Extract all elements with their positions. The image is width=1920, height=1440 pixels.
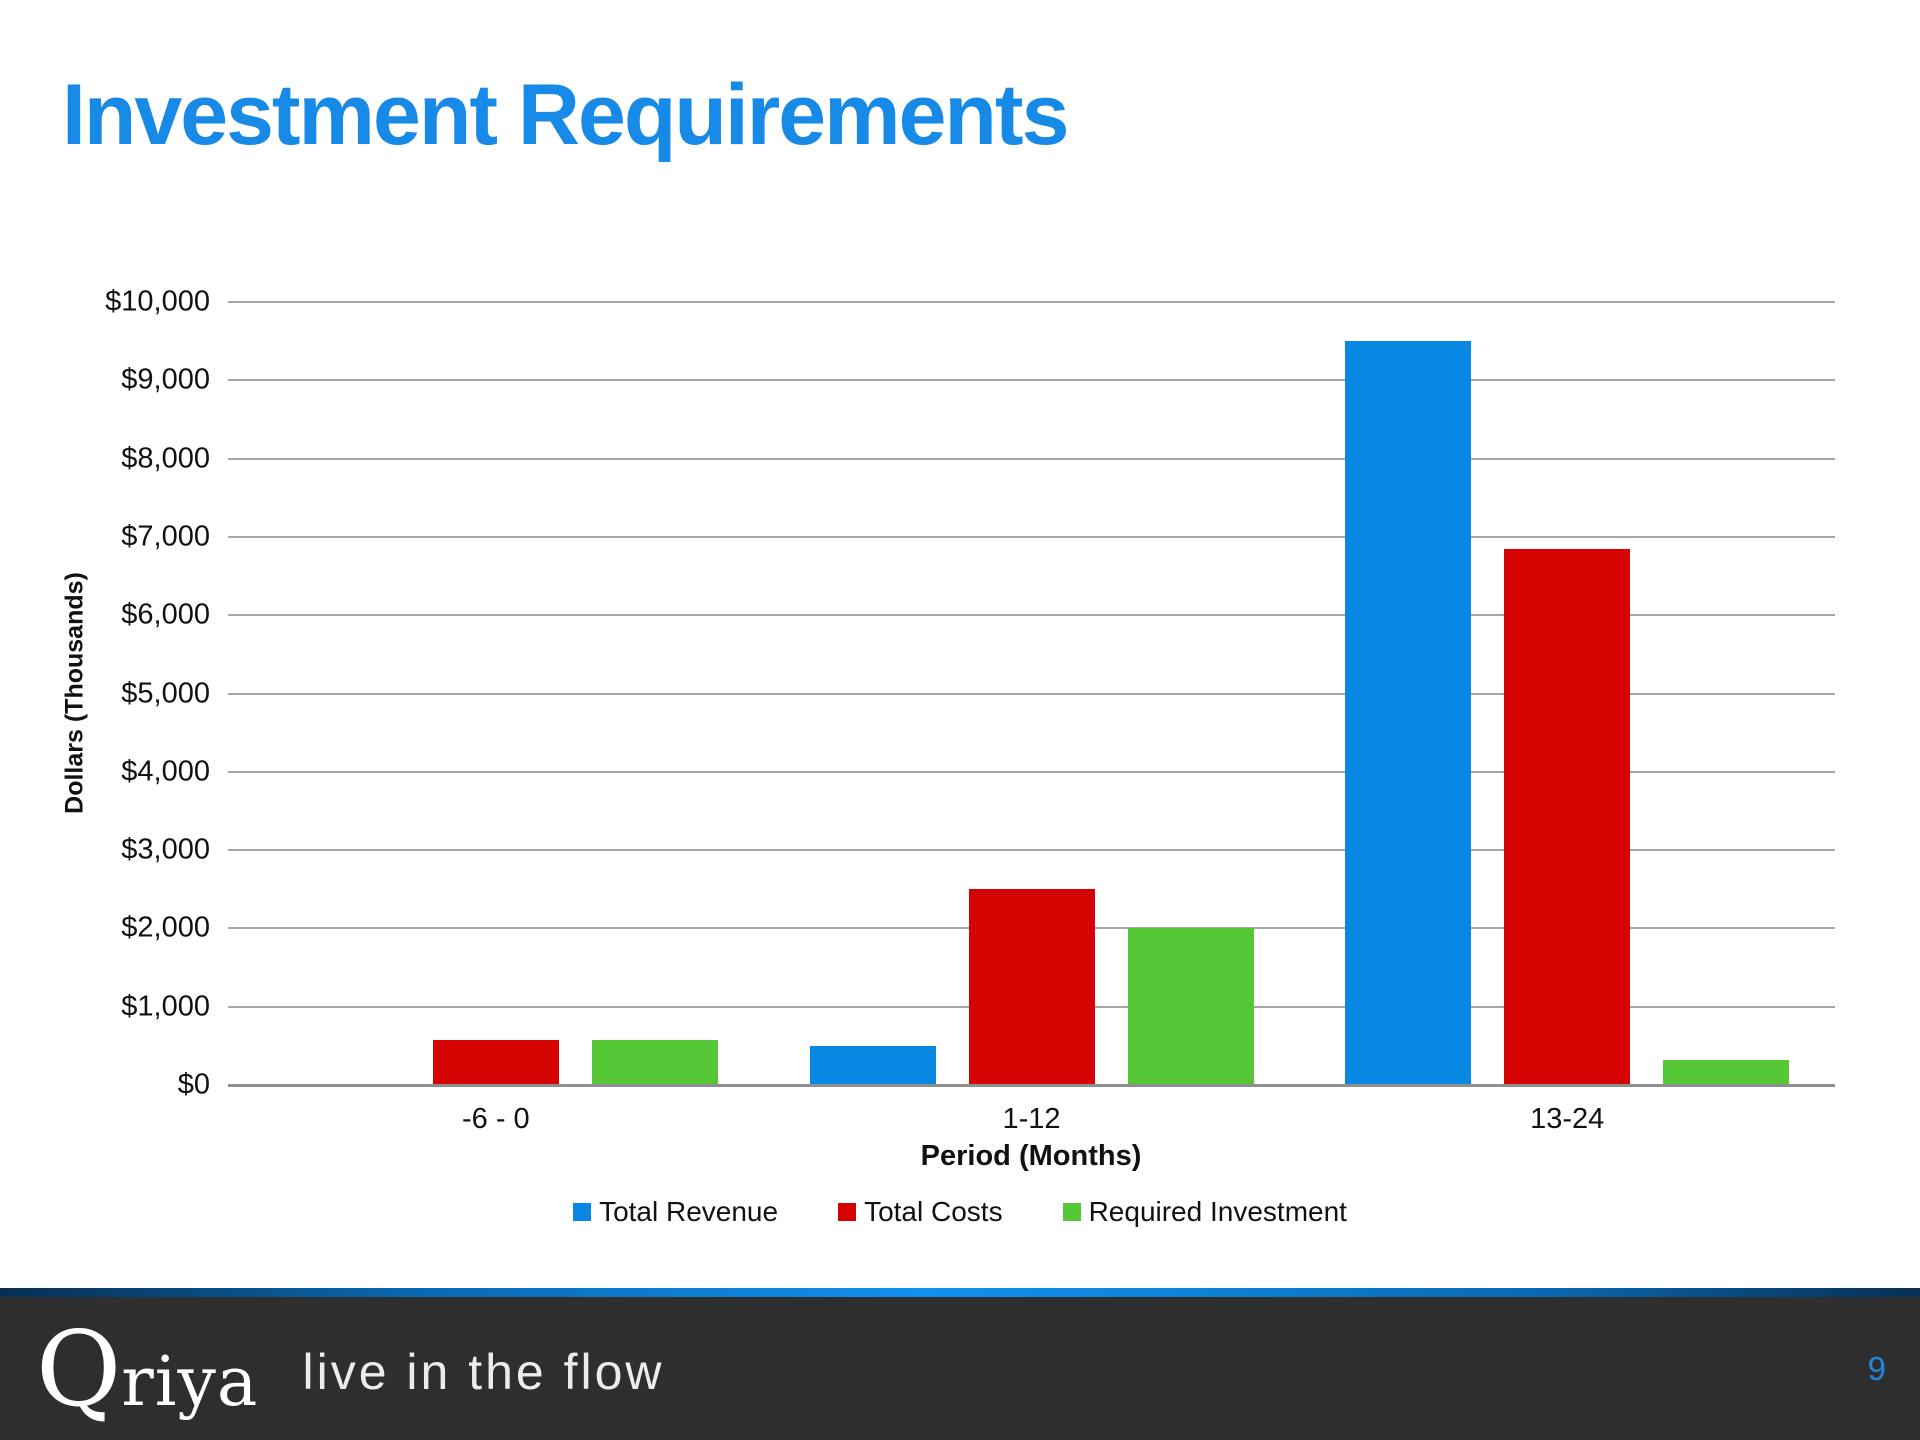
logo-letters-riya: riya	[121, 1342, 259, 1422]
y-tick-label: $3,000	[121, 833, 210, 866]
gridline	[228, 379, 1835, 382]
legend-swatch-icon	[573, 1203, 592, 1221]
slide-title: Investment Requirements	[62, 67, 1069, 163]
y-tick-label: $6,000	[121, 598, 210, 631]
legend-label: Total Costs	[864, 1196, 1003, 1227]
legend-item-required-investment: Required Investment	[1062, 1196, 1347, 1228]
y-tick-label: $4,000	[121, 755, 210, 788]
y-tick-label: $9,000	[121, 363, 210, 396]
y-tick-label: $2,000	[121, 911, 210, 944]
x-tick-label: 13-24	[1530, 1103, 1605, 1135]
gridline	[228, 535, 1835, 538]
gridline	[228, 301, 1835, 303]
company-tagline: live in the flow	[302, 1343, 665, 1400]
chart-legend: Total Revenue Total Costs Required Investm…	[0, 1196, 1920, 1228]
gridline	[228, 457, 1835, 460]
bar-total-costs--6-0	[432, 1039, 559, 1085]
y-tick-label: $1,000	[121, 990, 210, 1023]
legend-swatch-icon	[838, 1203, 857, 1221]
page-number: 9	[1867, 1349, 1886, 1387]
y-tick-label: $5,000	[121, 677, 210, 709]
legend-label: Total Revenue	[599, 1196, 779, 1227]
x-tick-label: 1-12	[1002, 1103, 1061, 1135]
logo-letter-q: Q	[36, 1307, 122, 1430]
gridline	[228, 770, 1835, 773]
bar-total-revenue-13-24	[1345, 341, 1472, 1085]
legend-label: Required Investment	[1088, 1196, 1347, 1227]
y-tick-label: $8,000	[121, 442, 210, 475]
bar-chart-plot-area: $0 $1,000 $2,000 $3,000 $4,000 $5,000 $6,000 $7…	[105, 286, 1835, 1135]
bar-total-costs-13-24	[1504, 548, 1631, 1085]
y-tick-label: $7,000	[121, 520, 210, 553]
legend-swatch-icon	[1062, 1203, 1081, 1221]
bar-total-costs-1-12	[968, 889, 1095, 1085]
bar-total-revenue-1-12	[809, 1045, 936, 1085]
y-tick-label: $10,000	[105, 285, 210, 318]
legend-item-total-revenue: Total Revenue	[573, 1196, 778, 1228]
gridline	[228, 692, 1835, 695]
x-tick-label: -6 - 0	[461, 1103, 530, 1135]
y-tick-label: $0	[177, 1068, 210, 1101]
x-axis-line	[228, 1084, 1835, 1087]
footer-accent-line	[0, 1288, 1920, 1297]
bar-required-investment-13-24	[1663, 1059, 1790, 1085]
x-axis-title: Period (Months)	[920, 1140, 1142, 1172]
gridline	[228, 614, 1835, 617]
gridline	[228, 849, 1835, 852]
legend-item-total-costs: Total Costs	[838, 1196, 1003, 1228]
bar-required-investment--6-0	[591, 1039, 718, 1085]
bar-required-investment-1-12	[1127, 928, 1254, 1085]
